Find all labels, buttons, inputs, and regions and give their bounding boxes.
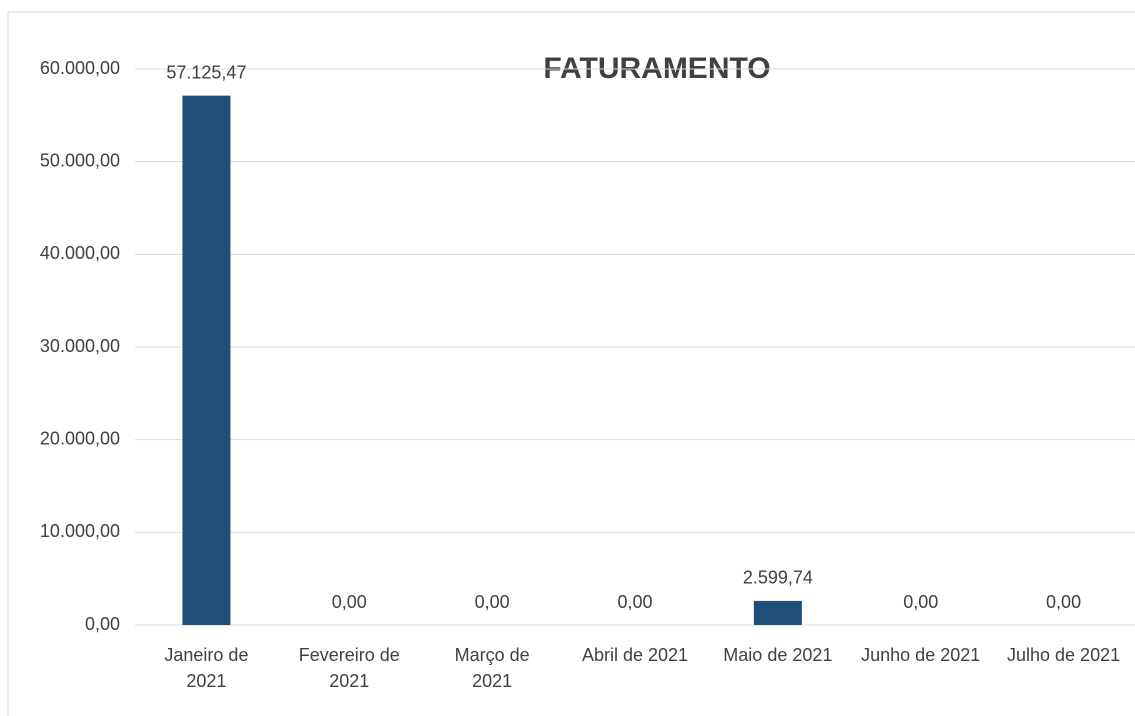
y-tick-label: 40.000,00	[40, 243, 120, 263]
y-tick-label: 30.000,00	[40, 336, 120, 356]
x-tick-label: Maio de 2021	[723, 645, 833, 665]
y-tick-label: 10.000,00	[40, 521, 120, 541]
x-tick-label-box: Maio de 2021	[723, 645, 833, 665]
x-tick-label: Abril de 2021	[581, 645, 689, 665]
bar	[753, 600, 802, 625]
chart-frame	[7, 11, 1135, 716]
chart-title: FATURAMENTO	[543, 52, 770, 85]
x-tick-label-box: Abril de 2021	[581, 645, 689, 665]
data-label: 0,00	[332, 592, 367, 612]
y-tick-label: 20.000,00	[40, 428, 120, 448]
data-label: 0,00	[475, 592, 510, 612]
bar	[182, 95, 231, 625]
data-label: 2.599,74	[743, 568, 813, 588]
x-tick-label-box: Junho de 2021	[861, 645, 981, 665]
x-tick-label: Fevereiro de 2021	[298, 645, 400, 691]
x-tick-label: Junho de 2021	[861, 645, 981, 665]
x-tick-label: Julho de 2021	[1007, 645, 1121, 665]
x-tick-label: Janeiro de 2021	[164, 645, 249, 691]
data-label: 0,00	[903, 592, 938, 612]
y-tick-label: 60.000,00	[40, 58, 120, 78]
y-tick-label: 50.000,00	[40, 150, 120, 170]
data-label: 0,00	[1046, 592, 1081, 612]
x-tick-label-box: Fevereiro de 2021	[298, 645, 400, 691]
data-label: 0,00	[617, 592, 652, 612]
x-tick-label-box: Março de 2021	[454, 645, 530, 691]
x-tick-label-box: Janeiro de 2021	[164, 645, 249, 691]
x-tick-label-box: Julho de 2021	[1007, 645, 1121, 665]
x-tick-label: Março de 2021	[454, 645, 530, 691]
data-label: 57.125,47	[166, 62, 246, 82]
y-tick-label: 0,00	[85, 614, 120, 634]
